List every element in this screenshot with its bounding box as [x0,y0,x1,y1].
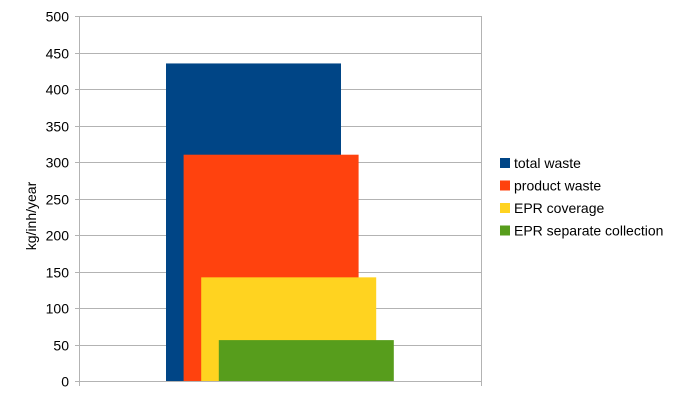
legend-swatch-epr-separate-collection [500,225,510,236]
legend-label-epr-coverage: EPR coverage [514,200,604,216]
y-tick-label-50: 50 [53,338,69,354]
axes [75,16,482,386]
legend-label-total-waste: total waste [514,155,581,171]
y-tick-label-200: 200 [46,228,70,244]
y-tick-label-450: 450 [46,46,70,62]
legend-label-product-waste: product waste [514,178,601,194]
legend-swatch-total-waste [500,158,510,168]
y-tick-label-300: 300 [46,155,70,171]
y-tick-label-350: 350 [46,119,70,135]
y-tick-labels: 0 50 100 150 200 250 300 350 400 450 500 [46,9,70,390]
bar-epr-separate-collection [218,340,394,381]
legend-swatch-product-waste [500,180,510,191]
y-tick-label-250: 250 [46,192,70,208]
y-tick-label-400: 400 [46,82,70,98]
y-tick-label-100: 100 [46,301,70,317]
y-tick-label-500: 500 [46,9,70,25]
y-tick-label-0: 0 [61,374,69,390]
legend-label-epr-separate-collection: EPR separate collection [514,223,663,239]
y-axis-title: kg/inh/year [23,181,39,250]
bars [166,63,394,381]
y-tick-label-150: 150 [46,265,70,281]
legend: total waste product waste EPR coverage EPR … [500,155,663,239]
legend-swatch-epr-coverage [500,203,510,213]
